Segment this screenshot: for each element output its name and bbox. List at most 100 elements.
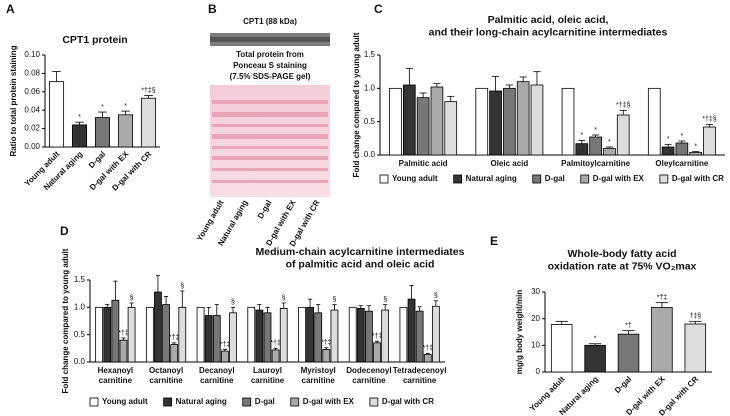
error-bar bbox=[52, 71, 61, 82]
bar bbox=[407, 298, 416, 363]
x-tick-label: carnitine bbox=[302, 376, 336, 385]
chart-title: CPT1 protein bbox=[62, 34, 127, 46]
panel-letter: D bbox=[60, 224, 69, 238]
error-bar bbox=[622, 330, 635, 335]
bar bbox=[322, 349, 331, 363]
annotation: *†‡ bbox=[118, 330, 129, 337]
annotation: § bbox=[130, 295, 134, 302]
annotation: * bbox=[78, 114, 81, 121]
legend-label: D-gal with EX bbox=[303, 397, 355, 406]
legend-swatch bbox=[290, 397, 300, 407]
bar bbox=[140, 97, 157, 148]
stain-label: Ponceau S staining bbox=[233, 61, 307, 70]
x-tick-label: Dodecenoyl bbox=[346, 366, 391, 375]
annotation: *† bbox=[625, 323, 632, 330]
annotation: *†‡ bbox=[422, 345, 433, 352]
legend-label: D-gal with EX bbox=[593, 174, 645, 183]
annotation: * bbox=[667, 136, 670, 143]
bar bbox=[221, 350, 229, 363]
y-tick-label: 0.02 bbox=[24, 124, 40, 133]
bar bbox=[162, 304, 170, 363]
legend-swatch bbox=[379, 174, 389, 184]
error-bar bbox=[433, 83, 441, 87]
bar bbox=[661, 146, 675, 156]
x-tick-label: Decanoyl bbox=[199, 366, 235, 375]
x-tick-label: Oleic acid bbox=[490, 159, 528, 168]
error-bar bbox=[281, 302, 286, 309]
y-tick-label: 1.0 bbox=[74, 302, 86, 311]
annotation: § bbox=[332, 296, 336, 303]
chart-title: Medium-chain acylcarnitine intermediates bbox=[256, 246, 465, 258]
error-bar bbox=[409, 285, 414, 300]
bar bbox=[94, 117, 111, 148]
y-tick-label: 0.5 bbox=[74, 330, 86, 339]
error-bar bbox=[433, 300, 438, 307]
bar bbox=[617, 333, 640, 373]
bar bbox=[675, 142, 689, 156]
bar bbox=[415, 310, 424, 363]
panel-b: B CPT1 (88 kDa) Total protein from Ponce… bbox=[208, 2, 330, 197]
annotation: § bbox=[180, 283, 184, 290]
bar bbox=[430, 86, 444, 156]
annotation: § bbox=[282, 295, 286, 302]
x-tick-label: carnitine bbox=[149, 376, 183, 385]
annotation: § bbox=[383, 296, 387, 303]
y-tick-label: 0 bbox=[536, 367, 541, 376]
y-tick-label: 0.00 bbox=[24, 142, 40, 151]
error-bar bbox=[678, 140, 686, 143]
error-bar bbox=[121, 110, 130, 115]
x-tick-label: carnitine bbox=[352, 376, 386, 385]
annotation: *†‡§ bbox=[702, 116, 717, 123]
panel-letter: B bbox=[208, 2, 217, 16]
bar bbox=[575, 143, 589, 156]
bar bbox=[416, 97, 430, 156]
error-bar bbox=[214, 304, 219, 316]
x-tick-label: D-gal bbox=[613, 375, 634, 396]
bar bbox=[373, 342, 381, 363]
bar bbox=[651, 307, 673, 373]
bar bbox=[247, 306, 256, 363]
bar bbox=[647, 87, 661, 156]
error-bar bbox=[273, 347, 278, 350]
bar bbox=[444, 101, 458, 156]
stain-label: Total protein from bbox=[236, 50, 304, 59]
error-bar bbox=[505, 84, 513, 89]
error-bar bbox=[425, 352, 430, 355]
bar bbox=[95, 306, 104, 363]
bar bbox=[145, 306, 154, 363]
error-bar bbox=[308, 298, 313, 308]
error-bar bbox=[332, 304, 337, 311]
stain-label: (7.5% SDS-PAGE gel) bbox=[230, 72, 311, 81]
x-tick-label: carnitine bbox=[251, 376, 285, 385]
y-tick-label: 1.5 bbox=[74, 275, 86, 284]
error-bar bbox=[592, 134, 600, 137]
bar bbox=[423, 353, 432, 363]
bar bbox=[229, 312, 237, 363]
legend-label: Young adult bbox=[102, 397, 148, 406]
y-axis-label: Ratio to total protein staining bbox=[9, 45, 18, 156]
x-tick-label: Lauroyl bbox=[253, 366, 282, 375]
error-bar bbox=[155, 275, 161, 293]
bar bbox=[589, 136, 602, 156]
legend-swatch bbox=[89, 397, 99, 407]
bar bbox=[103, 306, 112, 363]
error-bar bbox=[578, 139, 586, 144]
annotation: * bbox=[608, 139, 611, 146]
y-tick-label: 1.0 bbox=[364, 83, 376, 92]
x-tick-label: Oleylcarnitine bbox=[655, 159, 708, 168]
bar bbox=[271, 349, 280, 363]
bar bbox=[561, 87, 575, 156]
bar bbox=[584, 344, 606, 373]
annotation: * bbox=[101, 104, 104, 111]
legend-swatch bbox=[532, 174, 542, 184]
x-tick-label: Palmitoylcarnitine bbox=[561, 159, 630, 168]
error-bar bbox=[75, 121, 84, 125]
error-bar bbox=[692, 151, 700, 153]
annotation: *†‡ bbox=[372, 333, 383, 340]
panel-letter: E bbox=[490, 234, 498, 248]
bar bbox=[306, 306, 314, 363]
annotation: * bbox=[594, 336, 597, 343]
annotation: *†‡ bbox=[220, 341, 231, 348]
bar bbox=[279, 308, 288, 363]
legend-label: D-gal with CR bbox=[382, 397, 434, 406]
